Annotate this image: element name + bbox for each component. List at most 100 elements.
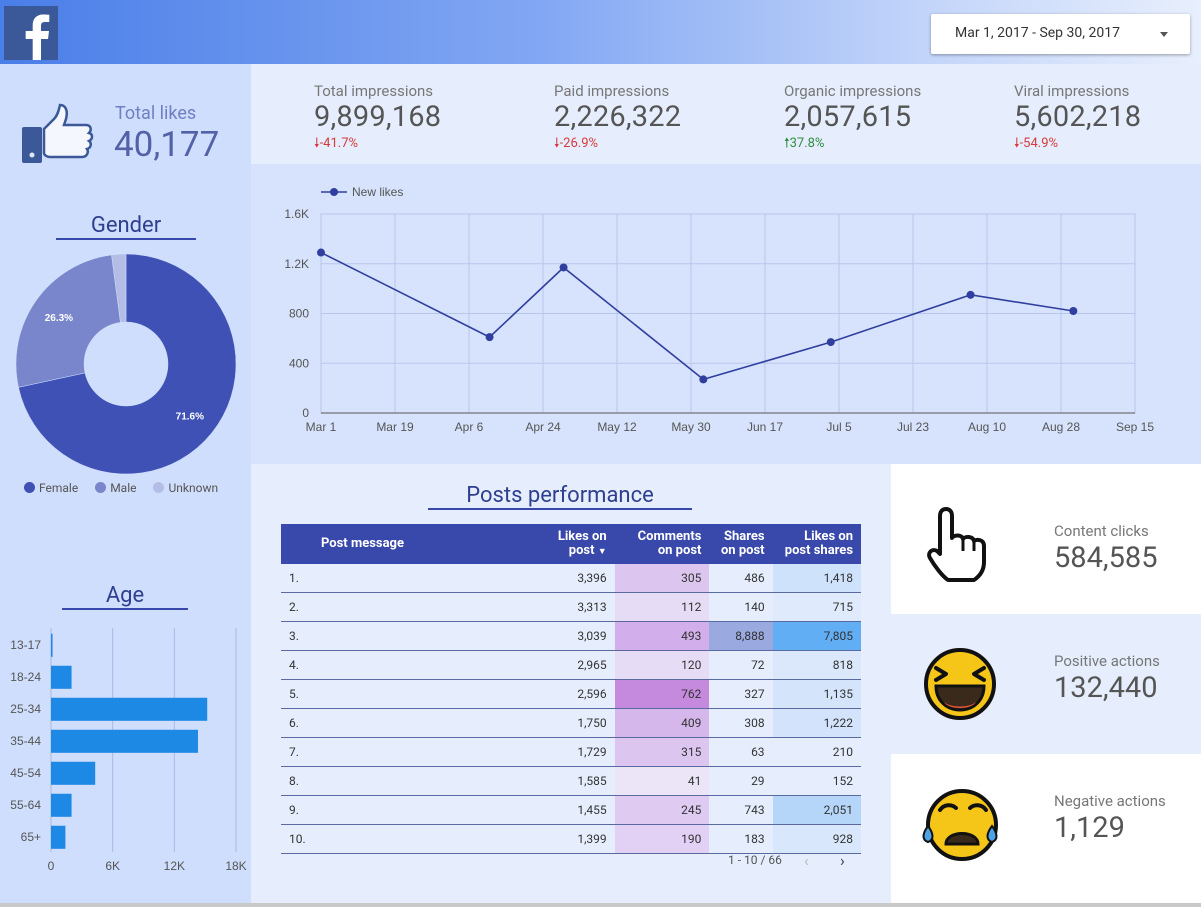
x-tick-label: Jun 17 (747, 420, 783, 434)
kpi-viral-impressions: Viral impressions 5,602,218 🠗-54.9% (1014, 82, 1141, 156)
row-index: 2. (281, 592, 529, 622)
cell-comments: 245 (614, 795, 710, 825)
y-tick-label: 35-44 (10, 734, 41, 748)
legend-item-female: Female (24, 481, 78, 495)
y-tick-label: 1.2K (284, 257, 309, 271)
legend-dot-icon (153, 482, 165, 493)
table-row[interactable]: 2. 3,313 112 140 715 (281, 592, 861, 622)
cell-shares: 183 (709, 824, 773, 854)
x-tick-label: May 12 (597, 420, 637, 434)
table-row[interactable]: 8. 1,585 41 29 152 (281, 766, 861, 796)
data-point[interactable] (966, 290, 975, 299)
age-title-block: Age (62, 583, 188, 610)
legend-label: Male (110, 481, 137, 495)
kpi-organic-impressions: Organic impressions 2,057,615 🠕37.8% (784, 82, 921, 156)
x-tick-label: 0 (48, 859, 55, 873)
cell-share-likes: 1,135 (772, 679, 861, 709)
cell-likes: 1,399 (528, 824, 615, 854)
data-point[interactable] (699, 375, 708, 384)
prev-page-chevron-icon[interactable]: ‹ (804, 851, 809, 870)
bar-age-45-54[interactable] (51, 761, 96, 785)
next-page-chevron-icon[interactable]: › (840, 851, 845, 870)
cell-comments: 409 (614, 708, 710, 738)
cell-comments: 41 (614, 766, 710, 796)
thumbs-up-icon (20, 103, 94, 169)
posts-title: Posts performance (466, 483, 654, 508)
cell-likes: 2,965 (528, 650, 615, 680)
data-point[interactable] (826, 338, 835, 347)
age-bar-chart: 0 6K 12K 18K 13-17 18-24 25-34 35-44 45-54 55-64 6… (10, 628, 247, 873)
cell-shares: 72 (709, 650, 773, 680)
posts-title-underline (428, 508, 692, 510)
slice-female[interactable] (18, 253, 237, 475)
data-point[interactable] (485, 333, 494, 342)
facebook-logo-icon (4, 6, 58, 60)
cell-likes: 1,729 (528, 737, 615, 767)
y-tick-label: 25-34 (10, 702, 41, 716)
table-row[interactable]: 9. 1,455 245 743 2,051 (281, 795, 861, 825)
kpi-total-impressions: Total impressions 9,899,168 🠗-41.7% (314, 82, 441, 156)
cell-shares: 486 (709, 564, 773, 593)
legend-marker (330, 188, 338, 196)
x-tick-label: 6K (105, 859, 120, 873)
crying-emoji-icon (918, 786, 1002, 868)
table-row[interactable]: 6. 1,750 409 308 1,222 (281, 708, 861, 738)
row-index: 4. (281, 650, 529, 680)
cell-comments: 305 (614, 564, 710, 593)
column-header-label: Likes on post (557, 528, 607, 558)
bar-age-13-17[interactable] (51, 633, 53, 657)
row-index: 6. (281, 708, 529, 738)
table-row[interactable]: 4. 2,965 120 72 818 (281, 650, 861, 680)
kpi-delta: -41.7% (319, 136, 359, 151)
kpi-delta: -26.9% (559, 136, 599, 151)
slice-male[interactable] (15, 254, 121, 388)
x-tick-label: Mar 19 (376, 420, 414, 434)
table-row[interactable]: 10. 1,399 190 183 928 (281, 824, 861, 854)
column-header-likes-on-post-shares[interactable]: Likes on post shares (772, 524, 861, 564)
x-tick-label: Apr 24 (525, 420, 561, 434)
table-row[interactable]: 3. 3,039 493 8,888 7,805 (281, 621, 861, 651)
cell-share-likes: 2,051 (772, 795, 861, 825)
column-header-shares-on-post[interactable]: Shares on post (709, 524, 773, 564)
table-row[interactable]: 7. 1,729 315 63 210 (281, 737, 861, 767)
column-header-post-message[interactable]: Post message (281, 524, 529, 564)
bar-age-35-44[interactable] (51, 729, 198, 753)
y-tick-label: 45-54 (10, 766, 41, 780)
slice-label: 71.6% (176, 411, 204, 422)
table-row[interactable]: 5. 2,596 762 327 1,135 (281, 679, 861, 709)
kpi-label: Organic impressions (784, 82, 922, 100)
bar-age-18-24[interactable] (51, 665, 72, 689)
action-label: Positive actions (1054, 652, 1160, 670)
data-point[interactable] (559, 263, 568, 272)
y-tick-label: 55-64 (10, 798, 41, 812)
cell-likes: 2,596 (528, 679, 615, 709)
y-tick-label: 800 (289, 307, 309, 321)
y-tick-label: 400 (289, 356, 309, 370)
kpi-label: Viral impressions (1014, 82, 1130, 100)
data-point[interactable] (1069, 307, 1078, 316)
slice-unknown[interactable] (111, 253, 127, 323)
table-row[interactable]: 1. 3,396 305 486 1,418 (281, 564, 861, 593)
gender-title-underline (56, 238, 196, 240)
row-index: 9. (281, 795, 529, 825)
x-tick-label: May 30 (671, 420, 711, 434)
bar-age-65+[interactable] (51, 825, 66, 849)
legend-item-male: Male (95, 481, 137, 495)
date-range-dropdown[interactable]: Mar 1, 2017 - Sep 30, 2017 (931, 14, 1190, 54)
age-title: Age (105, 583, 145, 608)
column-header-likes-on-post[interactable]: Likes on post ▼ (528, 524, 615, 564)
data-point[interactable] (317, 248, 325, 257)
bar-age-55-64[interactable] (51, 793, 72, 817)
x-tick-label: Sep 15 (1116, 420, 1154, 434)
cell-share-likes: 7,805 (772, 621, 861, 651)
column-header-comments-on-post[interactable]: Comments on post (614, 524, 710, 564)
action-label: Negative actions (1054, 792, 1166, 810)
arrow-up-icon: 🠕 (784, 136, 790, 151)
row-index: 5. (281, 679, 529, 709)
bar-age-25-34[interactable] (51, 697, 208, 721)
cell-shares: 140 (709, 592, 773, 622)
cell-comments: 112 (614, 592, 710, 622)
cell-shares: 29 (709, 766, 773, 796)
posts-table: Post message Likes on post ▼ Comments on… (281, 524, 861, 854)
y-tick-label: 13-17 (10, 638, 41, 652)
